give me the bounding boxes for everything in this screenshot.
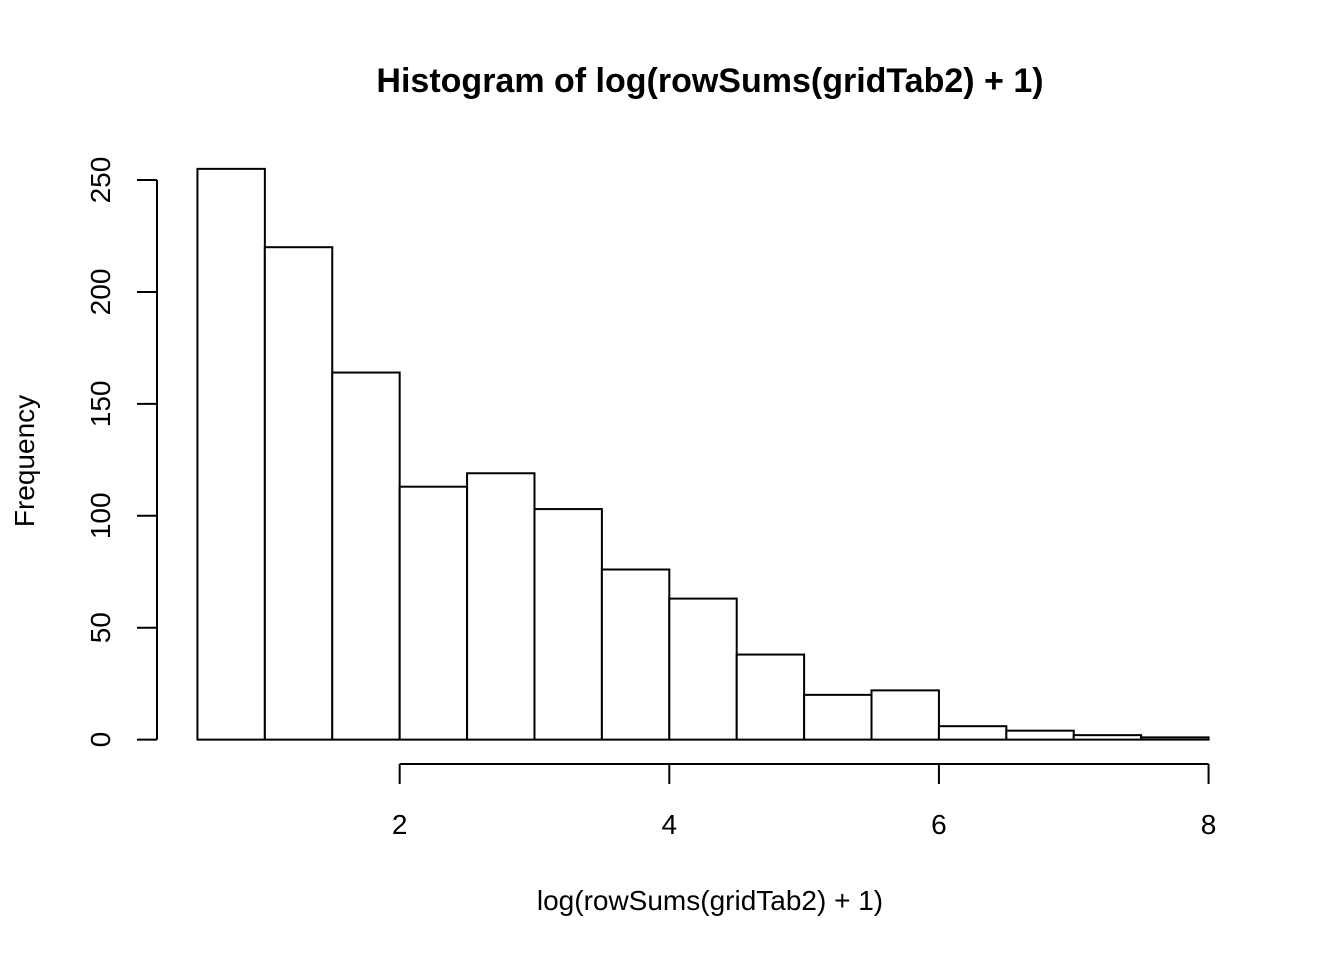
histogram-bar-5 — [533, 508, 603, 741]
histogram-bar-14 — [1140, 736, 1210, 741]
histogram-bar-6 — [600, 568, 671, 741]
x-tick-label-2: 6 — [931, 809, 947, 840]
x-tick-label-1: 4 — [662, 809, 678, 840]
histogram-bar-0 — [196, 167, 266, 741]
histogram-bar-11 — [937, 725, 1008, 741]
histogram-bar-8 — [735, 653, 806, 741]
chart-title: Histogram of log(rowSums(gridTab2) + 1) — [376, 62, 1043, 100]
histogram-bar-13 — [1072, 734, 1143, 741]
histogram-bar-3 — [398, 485, 469, 741]
histogram-bar-9 — [803, 693, 873, 741]
y-tick-label-4: 200 — [85, 269, 116, 316]
histogram-bar-1 — [263, 246, 334, 741]
y-tick-label-0: 0 — [85, 732, 116, 748]
histogram-bar-12 — [1005, 729, 1075, 741]
y-axis-label: Frequency — [9, 395, 40, 527]
bars-group — [196, 167, 1210, 741]
y-tick-label-3: 150 — [85, 381, 116, 428]
x-axis: 2 4 6 8 — [392, 763, 1217, 840]
histogram-bar-7 — [668, 597, 738, 741]
y-axis: 0 50 100 150 200 250 — [85, 157, 158, 748]
histogram-bar-10 — [870, 689, 940, 741]
y-tick-label-2: 100 — [85, 492, 116, 539]
y-tick-label-1: 50 — [85, 612, 116, 643]
x-axis-label: log(rowSums(gridTab2) + 1) — [537, 885, 883, 916]
histogram-bar-2 — [331, 371, 401, 741]
x-tick-label-0: 2 — [392, 809, 408, 840]
histogram-bar-4 — [466, 472, 536, 741]
x-tick-label-3: 8 — [1201, 809, 1217, 840]
y-tick-label-5: 250 — [85, 157, 116, 204]
